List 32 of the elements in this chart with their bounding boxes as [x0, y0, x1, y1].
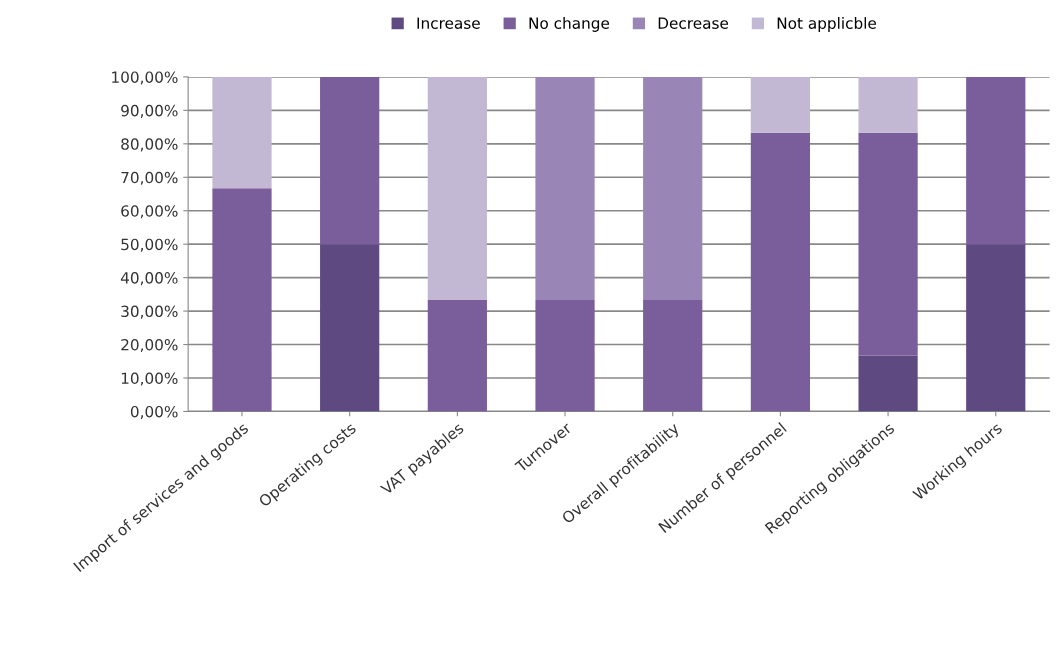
bar [320, 76, 380, 245]
y-tick-label: 20,00% [121, 339, 178, 353]
bar [858, 355, 918, 412]
bar [966, 244, 1026, 412]
bar [427, 76, 487, 301]
legend-label: No change [529, 17, 610, 32]
bar [750, 132, 811, 412]
y-tick-label: 10,00% [121, 372, 178, 386]
bar [212, 188, 272, 412]
bar [212, 76, 272, 189]
bar [427, 300, 487, 412]
bar [858, 76, 918, 133]
bar [750, 76, 811, 133]
bar [535, 76, 595, 301]
bar [643, 76, 703, 301]
y-tick-label: 70,00% [121, 171, 178, 185]
y-tick-label: 40,00% [120, 272, 178, 286]
y-tick-label: 30,00% [121, 305, 178, 319]
y-tick-label: 60,00% [121, 205, 178, 219]
legend-label: Not applicble [777, 17, 877, 32]
legend-label: Decrease [658, 17, 729, 29]
y-tick-label: 100,00% [112, 71, 178, 85]
y-tick-label: 0,00% [130, 405, 178, 420]
y-tick-label: 80,00% [121, 138, 178, 152]
bar [643, 300, 703, 412]
y-tick-label: 50,00% [121, 238, 178, 252]
bar [858, 132, 918, 356]
legend-label: Increase [417, 17, 480, 29]
bar [535, 300, 595, 412]
bar [966, 76, 1026, 245]
y-tick-label: 90,00% [121, 104, 178, 118]
bar [320, 244, 380, 412]
